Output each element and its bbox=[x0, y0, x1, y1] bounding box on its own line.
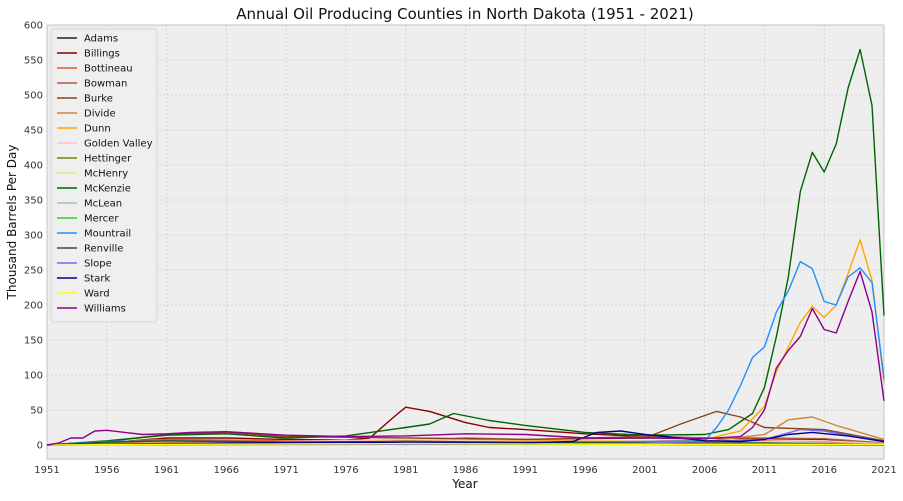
legend-entry: Ward bbox=[84, 289, 110, 300]
legend-entry: McKenzie bbox=[84, 184, 131, 195]
legend-entry: Stark bbox=[84, 274, 111, 285]
x-tick-label: 1971 bbox=[273, 465, 298, 476]
y-tick-label: 450 bbox=[24, 126, 43, 137]
x-tick-label: 1996 bbox=[572, 465, 597, 476]
x-tick-label: 2006 bbox=[692, 465, 717, 476]
legend-entry: McHenry bbox=[84, 169, 128, 180]
x-tick-label: 2021 bbox=[871, 465, 896, 476]
x-tick-label: 1956 bbox=[94, 465, 119, 476]
legend: Adams Billings Bottineau Bowman Burke Divide D… bbox=[50, 28, 158, 323]
x-axis-ticks: 1951 1956 1961 1966 1971 1976 1981 1986 1991 1996… bbox=[34, 465, 896, 476]
y-tick-label: 550 bbox=[24, 56, 43, 67]
legend-entry: Billings bbox=[84, 49, 120, 60]
y-tick-label: 350 bbox=[24, 196, 43, 207]
y-tick-label: 600 bbox=[24, 21, 43, 32]
series-line-ward bbox=[46, 442, 884, 446]
y-tick-label: 500 bbox=[24, 91, 43, 102]
legend-entry: Slope bbox=[84, 259, 112, 270]
x-tick-label: 1986 bbox=[453, 465, 478, 476]
legend-entry: Williams bbox=[84, 304, 126, 315]
x-tick-label: 1981 bbox=[393, 465, 418, 476]
legend-entry: Mountrail bbox=[84, 229, 131, 240]
x-tick-label: 2001 bbox=[632, 465, 657, 476]
legend-entry: Bottineau bbox=[84, 64, 133, 75]
y-tick-label: 200 bbox=[24, 301, 43, 312]
legend-entry: Renville bbox=[84, 244, 123, 255]
legend-entry: Bowman bbox=[84, 79, 127, 90]
legend-entry: Dunn bbox=[84, 124, 111, 135]
x-tick-label: 1966 bbox=[214, 465, 239, 476]
legend-entry: Hettinger bbox=[84, 154, 132, 165]
y-tick-label: 100 bbox=[24, 371, 43, 382]
x-tick-label: 2016 bbox=[811, 465, 836, 476]
legend-entry: Burke bbox=[84, 94, 113, 105]
series-line-stark bbox=[46, 430, 885, 446]
x-tick-label: 1991 bbox=[513, 465, 538, 476]
legend-entry: McLean bbox=[84, 199, 122, 210]
series-line-williams bbox=[46, 270, 885, 446]
legend-box bbox=[50, 28, 158, 323]
y-tick-label: 400 bbox=[24, 161, 43, 172]
series-line-mckenzie bbox=[46, 48, 885, 446]
legend-entry: Golden Valley bbox=[84, 139, 153, 150]
x-axis-label: Year bbox=[451, 477, 477, 491]
y-tick-label: 50 bbox=[30, 406, 43, 417]
x-tick-label: 1961 bbox=[154, 465, 179, 476]
y-tick-label: 150 bbox=[24, 336, 43, 347]
x-tick-label: 1951 bbox=[34, 465, 59, 476]
x-tick-label: 1976 bbox=[333, 465, 358, 476]
legend-entry: Divide bbox=[84, 109, 116, 120]
series-lines bbox=[46, 48, 885, 446]
y-tick-label: 0 bbox=[37, 441, 43, 452]
y-axis-ticks: 0 50 100 150 200 250 300 350 400 450 500 550 600 bbox=[24, 21, 43, 452]
x-tick-label: 2011 bbox=[752, 465, 777, 476]
chart-title: Annual Oil Producing Counties in North D… bbox=[236, 5, 693, 23]
legend-entry: Adams bbox=[84, 34, 118, 45]
y-tick-label: 250 bbox=[24, 266, 43, 277]
y-axis-label: Thousand Barrels Per Day bbox=[5, 145, 19, 301]
legend-entry: Mercer bbox=[84, 214, 119, 225]
y-tick-label: 300 bbox=[24, 231, 43, 242]
